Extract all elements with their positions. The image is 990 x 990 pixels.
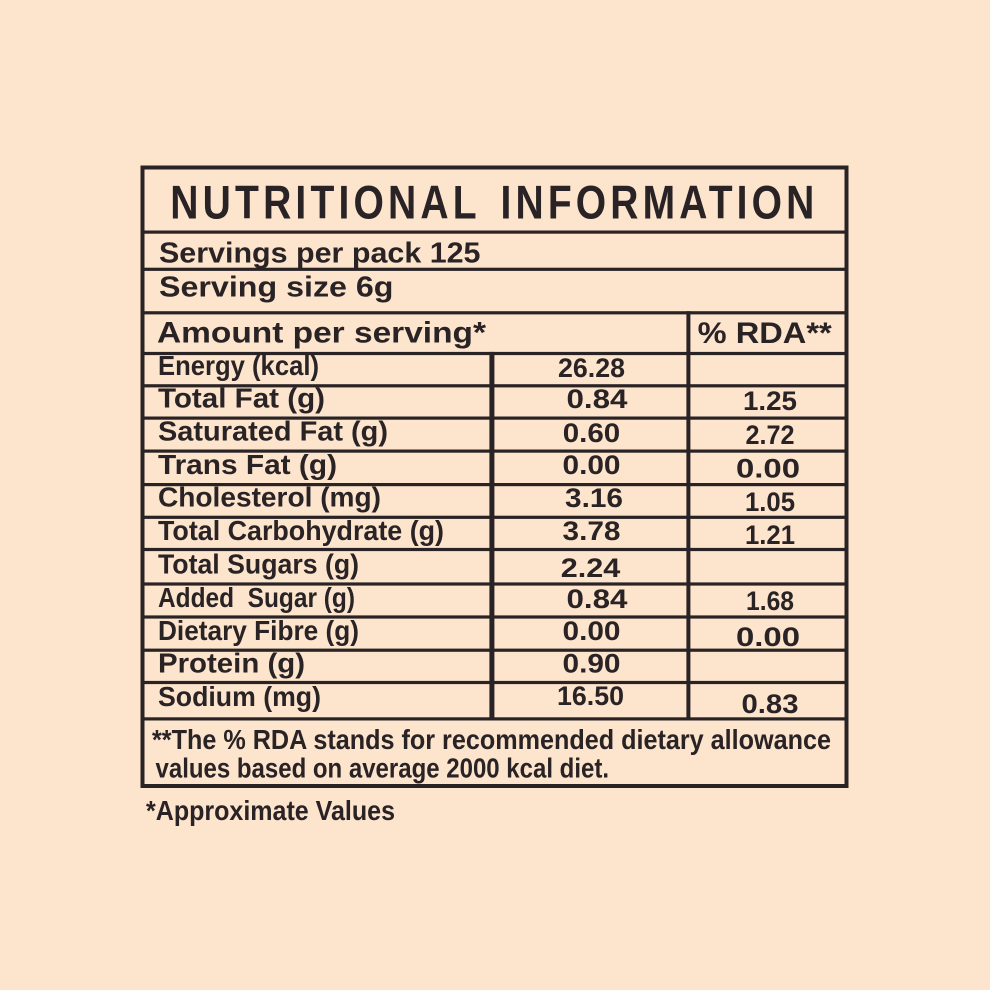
svg-text:0.90: 0.90 xyxy=(563,649,621,679)
svg-text:0.00: 0.00 xyxy=(736,622,800,652)
svg-text:0.00: 0.00 xyxy=(736,454,800,484)
svg-text:NUTRITIONAL: NUTRITIONAL xyxy=(170,175,481,228)
svg-text:Total Fat (g): Total Fat (g) xyxy=(158,383,325,414)
svg-text:Cholesterol (mg): Cholesterol (mg) xyxy=(158,482,381,513)
svg-text:3.78: 3.78 xyxy=(563,516,621,546)
svg-text:Amount per serving*: Amount per serving* xyxy=(157,317,486,350)
svg-text:3.16: 3.16 xyxy=(565,483,623,513)
svg-text:Added Sugar (g): Added Sugar (g) xyxy=(158,582,355,613)
svg-text:0.60: 0.60 xyxy=(563,418,621,448)
svg-text:0.00: 0.00 xyxy=(563,616,621,646)
svg-text:2.72: 2.72 xyxy=(746,420,795,450)
svg-text:*Approximate Values: *Approximate Values xyxy=(146,795,395,826)
svg-text:Total Sugars (g): Total Sugars (g) xyxy=(158,549,359,580)
svg-text:0.83: 0.83 xyxy=(742,689,799,719)
svg-text:26.28: 26.28 xyxy=(558,353,625,383)
svg-text:% RDA**: % RDA** xyxy=(698,317,832,350)
svg-text:0.84: 0.84 xyxy=(567,384,628,414)
svg-text:Serving size 6g: Serving size 6g xyxy=(159,272,394,304)
svg-text:0.00: 0.00 xyxy=(563,450,621,480)
svg-text:1.68: 1.68 xyxy=(746,586,794,616)
svg-text:**The % RDA stands for recomme: **The % RDA stands for recommended dieta… xyxy=(152,724,831,755)
svg-text:1.05: 1.05 xyxy=(745,487,795,517)
svg-text:1.21: 1.21 xyxy=(745,520,795,550)
svg-text:values based on average 2000 k: values based on average 2000 kcal diet. xyxy=(156,752,610,783)
svg-text:Protein (g): Protein (g) xyxy=(158,648,305,679)
svg-text:Saturated Fat (g): Saturated Fat (g) xyxy=(158,416,388,447)
svg-text:INFORMATION: INFORMATION xyxy=(501,175,819,228)
svg-text:Servings per pack 125: Servings per pack 125 xyxy=(159,237,481,269)
svg-text:Sodium (mg): Sodium (mg) xyxy=(158,681,321,712)
svg-text:Dietary Fibre (g): Dietary Fibre (g) xyxy=(158,615,359,646)
svg-text:Energy (kcal): Energy (kcal) xyxy=(158,350,319,381)
svg-text:2.24: 2.24 xyxy=(561,553,621,583)
svg-text:1.25: 1.25 xyxy=(743,386,797,416)
svg-text:0.84: 0.84 xyxy=(567,584,628,614)
svg-text:Total Carbohydrate (g): Total Carbohydrate (g) xyxy=(158,515,444,546)
svg-text:16.50: 16.50 xyxy=(557,681,624,711)
svg-text:Trans Fat (g): Trans Fat (g) xyxy=(158,449,337,480)
